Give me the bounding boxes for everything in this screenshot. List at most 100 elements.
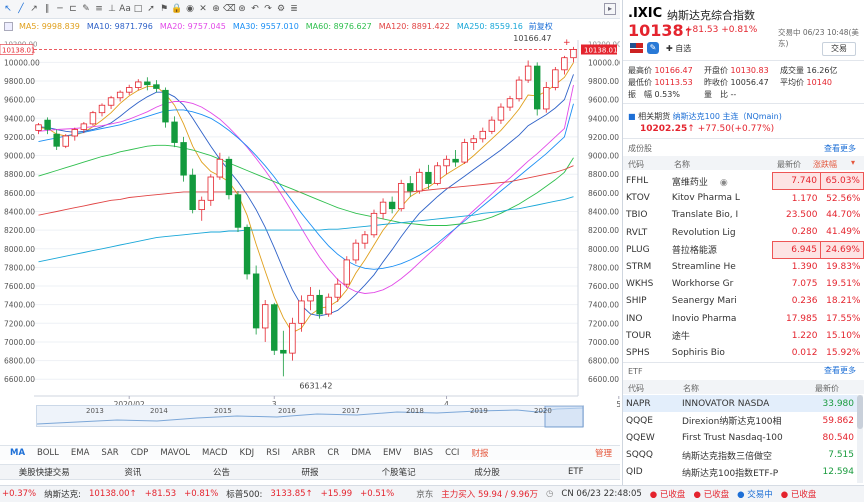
trade-button[interactable]: 交易 xyxy=(822,42,856,56)
candle-body[interactable] xyxy=(107,97,115,106)
candle-body[interactable] xyxy=(243,226,251,275)
candle-body[interactable] xyxy=(434,165,441,184)
candle-body[interactable] xyxy=(62,135,69,147)
indicator-tab[interactable]: KDJ xyxy=(239,448,255,458)
indicator-tab[interactable]: EMV xyxy=(382,448,402,458)
indicator-tab[interactable]: EMA xyxy=(70,448,90,458)
component-row[interactable]: INO Inovio Pharma 17.985 17.55% xyxy=(623,310,864,327)
section-tab[interactable]: 成分股 xyxy=(474,468,500,478)
candle-body[interactable] xyxy=(216,158,224,178)
magnet-icon[interactable]: ⊛ xyxy=(238,3,246,14)
candle-body[interactable] xyxy=(71,129,79,137)
candle-body[interactable] xyxy=(80,123,88,130)
candle-body[interactable] xyxy=(89,112,97,125)
candle-body[interactable] xyxy=(289,322,296,354)
candle-body[interactable] xyxy=(180,142,187,176)
component-row[interactable]: PLUG 普拉格能源 6.945 24.69% xyxy=(623,240,864,259)
ma-legend-item[interactable]: MA10: 9871.796 xyxy=(86,22,153,31)
component-row[interactable]: RVLT Revolution Lig 0.280 41.49% xyxy=(623,224,864,241)
candle-body[interactable] xyxy=(407,183,414,192)
status-fav[interactable]: ● 已收盘 xyxy=(650,488,686,500)
etf-row[interactable]: QQEW First Trust Nasdaq-100 80.540 xyxy=(623,429,857,446)
alert-icon[interactable]: ✎ xyxy=(647,42,659,54)
indicator-tab[interactable]: BIAS xyxy=(413,448,434,458)
candle-body[interactable] xyxy=(116,91,124,99)
candle-body[interactable] xyxy=(543,87,550,110)
section-tab[interactable]: 研报 xyxy=(301,468,319,478)
related-futures[interactable]: ■ 相关期货 纳斯达克100 主连（NQmain) xyxy=(628,111,782,122)
component-row[interactable]: SHIP Seanergy Mari 0.236 18.21% xyxy=(623,293,864,310)
candle-body[interactable] xyxy=(252,273,260,329)
etf-row[interactable]: QQQE Direxion纳斯达克100相 59.862 xyxy=(623,412,857,429)
candle-body[interactable] xyxy=(98,104,106,114)
horizontal-icon[interactable]: ─ xyxy=(57,3,63,14)
candle-body[interactable] xyxy=(388,201,396,210)
status-fav2[interactable]: ● 已收盘 xyxy=(693,488,729,500)
candle-body[interactable] xyxy=(443,158,450,167)
ma-legend-item[interactable]: MA20: 9757.045 xyxy=(159,22,226,31)
ma-adjust-mode[interactable]: 前复权 xyxy=(528,22,553,31)
indicator-tab[interactable]: DMA xyxy=(351,448,371,458)
candle-body[interactable] xyxy=(334,283,341,298)
candlestick-chart[interactable]: 10000.00 10000.00 9800.00 9800.00 9600.00 960… xyxy=(0,34,620,429)
candle-body[interactable] xyxy=(53,133,60,147)
indicator-manage-button[interactable]: 管理 xyxy=(594,449,612,459)
status-last[interactable]: ● 已收盘 xyxy=(781,488,817,500)
candle-body[interactable] xyxy=(497,106,505,121)
candle-body[interactable] xyxy=(397,183,405,210)
etf-col-price[interactable]: 最新价 xyxy=(815,384,839,393)
candle-body[interactable] xyxy=(552,69,559,88)
col-name[interactable]: 名称 xyxy=(674,160,690,169)
components-more-link[interactable]: 查看更多 xyxy=(824,144,856,153)
candle-body[interactable] xyxy=(488,119,496,132)
indicator-tab[interactable]: ARBR xyxy=(291,448,316,458)
candle-body[interactable] xyxy=(298,300,305,324)
component-row[interactable]: WKHS Workhorse Gr 7.075 19.51% xyxy=(623,276,864,293)
ma-legend-item[interactable]: MA60: 8976.627 xyxy=(305,22,372,31)
candle-body[interactable] xyxy=(153,84,160,89)
component-row[interactable]: FFHL 富维药业 ◉ 7.740 65.03% xyxy=(623,171,864,191)
candle-body[interactable] xyxy=(479,130,487,140)
candle-body[interactable] xyxy=(570,49,577,59)
redo-icon[interactable]: ↷ xyxy=(264,3,272,14)
candle-body[interactable] xyxy=(44,119,51,130)
candle-body[interactable] xyxy=(280,349,287,354)
candle-body[interactable] xyxy=(325,296,332,315)
trash-icon[interactable]: ✕ xyxy=(199,3,207,14)
cursor-icon[interactable]: ↖ xyxy=(4,3,12,14)
candle-body[interactable] xyxy=(416,171,423,192)
candle-body[interactable] xyxy=(125,87,133,93)
layers-icon[interactable]: ≣ xyxy=(290,3,298,14)
candle-body[interactable] xyxy=(352,242,360,261)
candle-body[interactable] xyxy=(379,201,387,214)
section-tab[interactable]: 美股快捷交易 xyxy=(18,468,70,478)
candle-body[interactable] xyxy=(162,89,169,123)
ruler-icon[interactable]: ⊥ xyxy=(108,3,116,14)
text-icon[interactable]: Aa xyxy=(119,3,131,14)
indicator-tab[interactable]: SAR xyxy=(101,448,119,458)
indicator-tab[interactable]: CDP xyxy=(130,448,149,458)
candle-body[interactable] xyxy=(561,57,568,71)
mark-icon[interactable]: ⚑ xyxy=(159,3,169,14)
candle-body[interactable] xyxy=(316,294,323,315)
fib-icon[interactable]: ≡ xyxy=(95,3,103,14)
component-row[interactable]: SPHS Sophiris Bio 0.012 15.92% xyxy=(623,344,864,361)
ray-icon[interactable]: ↗ xyxy=(30,3,38,14)
channel-icon[interactable]: ⊏ xyxy=(69,3,77,14)
indicator-tab[interactable]: MAVOL xyxy=(160,448,191,458)
candle-body[interactable] xyxy=(225,158,233,196)
component-row[interactable]: KTOV Kitov Pharma L 1.170 52.56% xyxy=(623,190,864,207)
indicator-tab[interactable]: BOLL xyxy=(37,448,59,458)
col-pct[interactable]: 涨跌幅 xyxy=(813,160,837,169)
ma-legend-item[interactable]: MA250: 8559.16 xyxy=(456,22,523,31)
candle-body[interactable] xyxy=(461,142,468,163)
range-selector[interactable] xyxy=(36,405,584,428)
etf-more-link[interactable]: 查看更多 xyxy=(824,366,856,375)
candle-body[interactable] xyxy=(370,212,378,236)
undo-icon[interactable]: ↶ xyxy=(251,3,259,14)
section-tab[interactable]: 个股笔记 xyxy=(381,468,416,478)
status-idx1-name[interactable]: 纳斯达克: xyxy=(44,490,81,500)
line-icon[interactable]: ╱ xyxy=(18,3,24,14)
candle-body[interactable] xyxy=(452,158,459,163)
indicator-tab[interactable]: CCI xyxy=(445,448,460,458)
